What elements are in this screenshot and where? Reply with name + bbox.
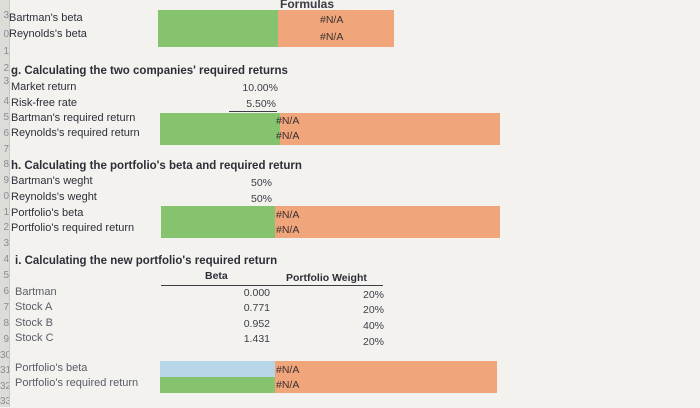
row-number: 9: [3, 175, 9, 186]
beta-input-cell[interactable]: [158, 10, 278, 47]
portfolio-input-cell[interactable]: [161, 206, 275, 238]
bartman-weight-value[interactable]: 50%: [250, 177, 272, 189]
row-number: 9: [3, 334, 9, 345]
portfolio-required-return-label[interactable]: Portfolio's required return: [11, 222, 135, 234]
row-number: 8: [3, 318, 9, 329]
row-number: 7: [3, 144, 9, 155]
required-return-formula-cell[interactable]: [280, 113, 500, 145]
reynolds-beta-value: #N/A: [320, 31, 344, 43]
bartman-required-return-label[interactable]: Bartman's required return: [11, 112, 136, 124]
risk-free-value[interactable]: 5.50%: [246, 98, 276, 110]
portfolio-required-return-value: #N/A: [276, 224, 300, 236]
table-cell-weight[interactable]: 20%: [362, 289, 384, 301]
table-row-name[interactable]: Stock A: [15, 301, 53, 313]
table-row-name[interactable]: Stock C: [15, 332, 54, 344]
table-row-name[interactable]: Stock B: [15, 317, 53, 329]
row-number: 5: [3, 270, 9, 281]
bartman-required-return-value: #N/A: [276, 115, 300, 127]
table-cell-beta[interactable]: 1.431: [243, 333, 270, 345]
row-number: 0: [3, 29, 9, 40]
reynolds-beta-label[interactable]: Reynolds's beta: [9, 28, 87, 40]
bartman-beta-label[interactable]: Bartman's beta: [9, 12, 83, 24]
section-i-title: i. Calculating the new portfolio's requi…: [15, 255, 278, 267]
bartman-weight-label[interactable]: Bartman's weght: [11, 175, 93, 187]
row-number: 3: [3, 76, 9, 87]
row-number: 31: [0, 365, 9, 376]
reynolds-required-return-value: #N/A: [276, 130, 300, 142]
row-number: 6: [3, 128, 9, 139]
table-header-underline: [161, 285, 383, 286]
section-h-title: h. Calculating the portfolio's beta and …: [11, 160, 302, 172]
new-portfolio-beta-input-cell[interactable]: [160, 361, 275, 377]
row-number: 6: [3, 286, 9, 297]
beta-formula-cell[interactable]: [278, 10, 394, 47]
row-number-strip: [0, 0, 10, 407]
section-g-title: g. Calculating the two companies' requir…: [11, 65, 288, 77]
row-number: 3: [3, 238, 9, 249]
table-cell-beta[interactable]: 0.771: [243, 302, 270, 314]
bartman-beta-value: #N/A: [320, 14, 344, 26]
table-cell-weight[interactable]: 20%: [362, 336, 384, 348]
table-row-name[interactable]: Bartman: [15, 286, 57, 298]
new-portfolio-return-input-cell[interactable]: [160, 377, 275, 393]
reynolds-weight-label[interactable]: Reynolds's weght: [11, 191, 97, 203]
row-number: 32: [0, 381, 9, 392]
weight-column-header: Portfolio Weight: [286, 272, 367, 284]
table-cell-beta[interactable]: 0.000: [243, 287, 270, 299]
risk-free-label[interactable]: Risk-free rate: [11, 97, 78, 109]
row-number: 2: [3, 63, 9, 74]
required-return-input-cell[interactable]: [160, 113, 280, 145]
new-portfolio-beta-label[interactable]: Portfolio's beta: [15, 362, 88, 374]
row-number: 30: [0, 350, 9, 361]
portfolio-beta-label[interactable]: Portfolio's beta: [11, 207, 84, 219]
row-number: 0: [3, 191, 9, 202]
market-return-value[interactable]: 10.00%: [242, 82, 278, 94]
table-cell-weight[interactable]: 40%: [362, 320, 384, 332]
portfolio-beta-value: #N/A: [276, 209, 300, 221]
row-number: 1: [3, 207, 9, 218]
new-portfolio-required-return-value: #N/A: [276, 379, 300, 391]
new-portfolio-required-return-label[interactable]: Portfolio's required return: [15, 377, 139, 389]
row-number: 33: [0, 396, 9, 407]
row-number: 4: [3, 254, 9, 265]
beta-column-header: Beta: [205, 270, 228, 282]
new-portfolio-formula-cell[interactable]: [275, 361, 497, 393]
reynolds-weight-value[interactable]: 50%: [250, 193, 272, 205]
table-cell-beta[interactable]: 0.952: [243, 318, 270, 330]
row-number: 8: [3, 159, 9, 170]
row-number: 5: [3, 112, 9, 123]
portfolio-formula-cell[interactable]: [275, 206, 500, 238]
row-number: 3: [3, 10, 9, 21]
new-portfolio-beta-value: #N/A: [276, 364, 300, 376]
row-number: 2: [3, 222, 9, 233]
underline: [229, 111, 277, 112]
market-return-label[interactable]: Market return: [11, 81, 77, 93]
reynolds-required-return-label[interactable]: Reynolds's required return: [11, 127, 140, 139]
table-cell-weight[interactable]: 20%: [362, 304, 384, 316]
row-number: 7: [3, 302, 9, 313]
formulas-header: Formulas: [280, 0, 335, 11]
row-number: 1: [3, 46, 9, 57]
row-number: 4: [3, 96, 9, 107]
